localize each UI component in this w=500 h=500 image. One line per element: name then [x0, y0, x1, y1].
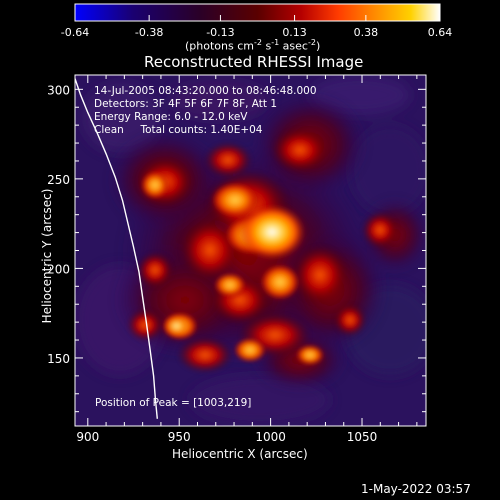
clean-total-counts-line: Clean Total counts: 1.40E+04 — [94, 124, 263, 136]
detectors-line: Detectors: 3F 4F 5F 6F 7F 8F, Att 1 — [94, 98, 278, 110]
y-axis-ticks: 150 200 250 300 — [47, 83, 426, 413]
energy-range-line: Energy Range: 6.0 - 12.0 keV — [94, 111, 248, 123]
colorbar-tick-label: -0.64 — [61, 26, 89, 39]
x-axis-tick-label: 900 — [76, 430, 99, 444]
colorbar-tick-label: -0.13 — [206, 26, 234, 39]
x-axis-tick-label: 1000 — [255, 430, 286, 444]
y-axis-tick-label: 150 — [47, 352, 70, 366]
x-axis-label: Heliocentric X (arcsec) — [172, 447, 308, 461]
colorbar-tick-label: 0.38 — [354, 26, 379, 39]
y-axis-label: Heliocentric Y (arcsec) — [40, 188, 54, 324]
peak-position-label: Position of Peak = [1003,219] — [95, 397, 252, 409]
colorbar-ticks: -0.64 -0.38 -0.13 0.13 0.38 0.64 — [61, 15, 452, 39]
y-axis-tick-label: 300 — [47, 83, 70, 97]
colorbar-unit-label: (photons cm-2 s-1 asec-2) — [185, 38, 321, 53]
observation-time: 14-Jul-2005 08:43:20.000 to 08:46:48.000 — [94, 85, 317, 97]
colorbar-tick-label: 0.13 — [282, 26, 307, 39]
timestamp: 1-May-2022 03:57 — [361, 482, 471, 496]
colorbar: -0.64 -0.38 -0.13 0.13 0.38 0.64 — [61, 3, 452, 39]
plot-title: Reconstructed RHESSI Image — [144, 53, 364, 71]
x-axis-tick-label: 950 — [168, 430, 191, 444]
colorbar-tick-label: -0.38 — [135, 26, 163, 39]
x-axis-ticks: 900 950 1000 1050 — [76, 75, 418, 444]
y-axis-tick-label: 250 — [47, 173, 70, 187]
colorbar-gradient — [74, 3, 441, 22]
colorbar-tick-label: 0.64 — [428, 26, 453, 39]
x-axis-tick-label: 1050 — [347, 430, 378, 444]
solar-limb-curve — [75, 78, 158, 419]
rhessi-image — [75, 75, 426, 426]
y-axis-tick-label: 200 — [47, 262, 70, 276]
